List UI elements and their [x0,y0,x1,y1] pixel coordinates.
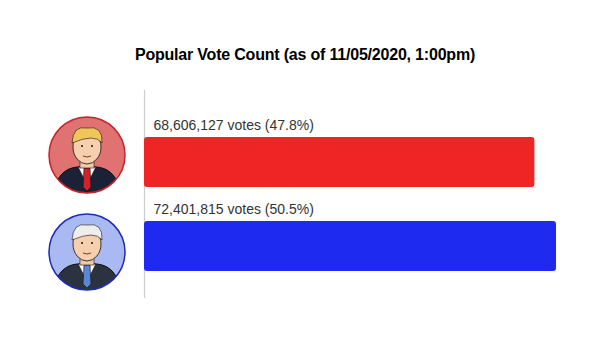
html-text:Popular Vote Count (as of 11/0: Popular Vote Count (as of 11/05/2020, 1:… [134,46,476,63]
svg-text:72,401,815 votes (50.5%): 72,401,815 votes (50.5%) [154,201,314,217]
svg-text:68,606,127 votes (47.8%): 68,606,127 votes (47.8%) [154,117,314,133]
